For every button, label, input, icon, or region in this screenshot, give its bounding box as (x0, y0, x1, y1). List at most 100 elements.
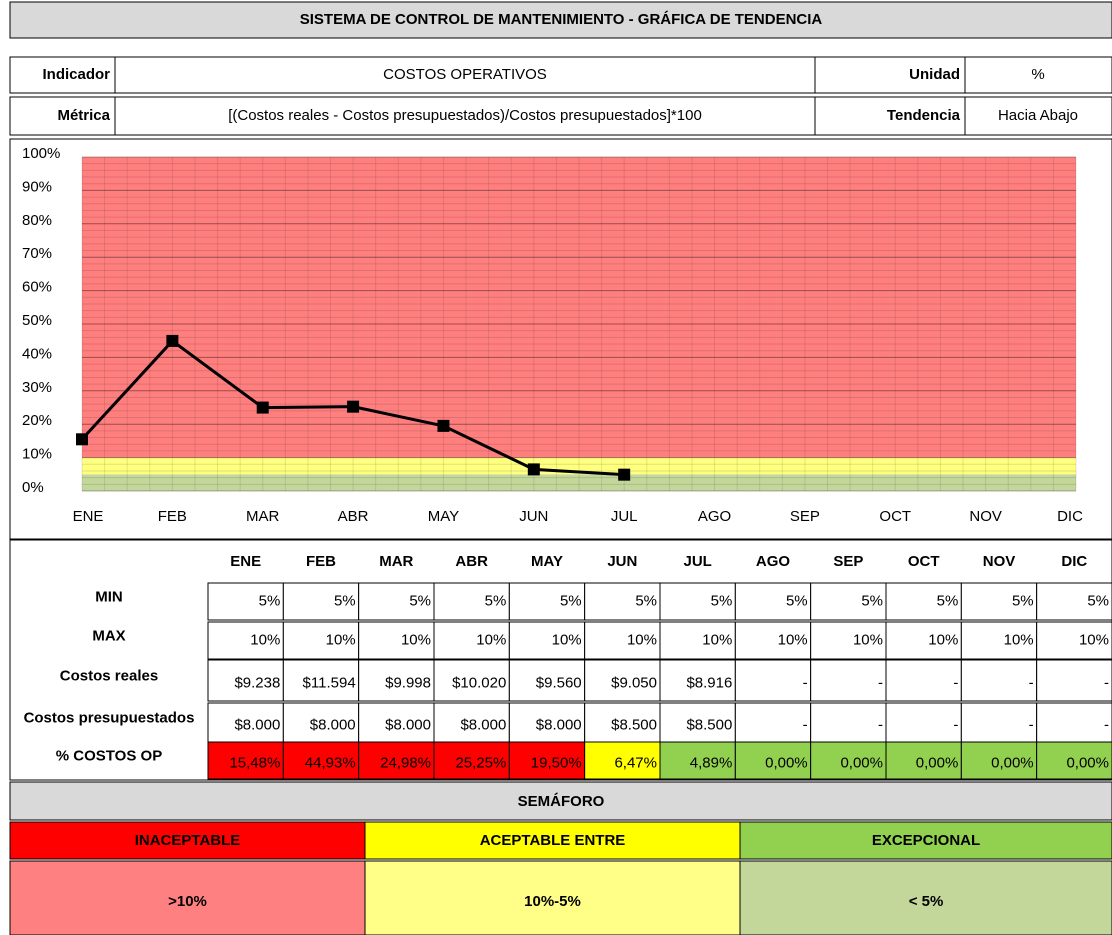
label: 10%-5% (524, 893, 581, 910)
cell-text: $9.998 (385, 674, 431, 691)
cell-text: 10% (250, 631, 280, 648)
y-tick-label: 30% (22, 379, 52, 396)
cell-text: $8.000 (460, 716, 506, 733)
cell-text: $8.500 (686, 716, 732, 733)
cell-text: 24,98% (380, 754, 431, 771)
x-tick-label: NOV (969, 508, 1002, 525)
cell-text: 5% (259, 592, 281, 609)
cell-text: $11.594 (303, 674, 356, 691)
y-tick-label: 80% (22, 212, 52, 229)
cell (207, 741, 284, 780)
title-cell (9, 1, 1112, 39)
cell-text: $8.000 (310, 716, 356, 733)
cell (659, 659, 736, 702)
label: [(Costos reales - Costos presupuestados)… (228, 107, 702, 124)
label: SISTEMA DE CONTROL DE MANTENIMIENTO - GR… (300, 11, 823, 28)
cell (207, 621, 284, 660)
cell-text: 19,50% (531, 754, 582, 771)
cell (508, 659, 586, 702)
label: Unidad (909, 66, 960, 83)
label: MAX (92, 627, 125, 644)
cell (734, 741, 812, 780)
cell-text: 4,89% (690, 754, 733, 771)
cell (1036, 621, 1112, 660)
cell-text: - (953, 674, 958, 691)
cell-text: - (878, 716, 883, 733)
label: JUN (607, 553, 637, 570)
cell (584, 582, 661, 621)
cell-text: - (1104, 674, 1109, 691)
cell-text: 5% (560, 592, 582, 609)
cell (659, 582, 736, 621)
y-tick-label: 70% (22, 245, 52, 262)
cell (1036, 702, 1112, 743)
y-tick-label: 40% (22, 345, 52, 362)
cell-text: 10% (853, 631, 883, 648)
cell-text: $8.000 (385, 716, 431, 733)
cell-text: 10% (1079, 631, 1109, 648)
band (82, 457, 1076, 475)
marker (76, 433, 88, 446)
cell-text: $8.000 (536, 716, 582, 733)
label: INACEPTABLE (135, 832, 241, 849)
cell-text: 0,00% (916, 754, 959, 771)
cell (508, 741, 586, 780)
cell (508, 582, 586, 621)
label: Métrica (57, 107, 110, 124)
cell-text: - (953, 716, 958, 733)
cell-text: 10% (778, 631, 808, 648)
label: SEMÁFORO (518, 793, 605, 810)
marker (347, 400, 360, 413)
cell-text: 5% (1087, 592, 1109, 609)
cell-text: 0,00% (991, 754, 1034, 771)
cell-text: 10% (326, 631, 356, 648)
cell (282, 659, 360, 702)
cell (885, 702, 962, 743)
cell-text: 5% (485, 592, 507, 609)
cell (1036, 741, 1112, 780)
cell (734, 702, 812, 743)
cell-text: 0,00% (840, 754, 883, 771)
y-tick-label: 100% (22, 145, 60, 162)
semaforo-title (9, 781, 1112, 821)
cell-text: 5% (334, 592, 356, 609)
cell-text: $8.916 (686, 674, 732, 691)
label: ABR (455, 553, 488, 570)
label: ENE (230, 553, 261, 570)
cell (659, 621, 736, 660)
x-tick-label: OCT (879, 508, 911, 525)
label: MAR (379, 553, 413, 570)
label: AGO (756, 553, 791, 570)
cell (885, 582, 962, 621)
cell (114, 56, 816, 94)
level-name (9, 821, 366, 860)
cell-text: 44,93% (305, 754, 356, 771)
label: SEP (833, 553, 863, 570)
label: MAY (531, 553, 563, 570)
cell (433, 741, 510, 780)
cell (964, 96, 1112, 136)
y-tick-label: 0% (22, 479, 44, 496)
cell-text: - (803, 716, 808, 733)
cell-text: 5% (635, 592, 657, 609)
cell (433, 582, 510, 621)
marker (618, 468, 631, 481)
cell-text: - (878, 674, 883, 691)
cell (734, 582, 812, 621)
cell (960, 741, 1038, 780)
x-tick-label: DIC (1057, 508, 1083, 525)
band (82, 157, 1076, 458)
cell-text: 15,48% (229, 754, 280, 771)
cell (810, 621, 887, 660)
band (82, 474, 1076, 491)
label: ACEPTABLE ENTRE (480, 832, 626, 849)
cell-text: $8.000 (234, 716, 280, 733)
cell-text: 10% (627, 631, 657, 648)
label: >10% (168, 893, 207, 910)
label: % (1031, 66, 1044, 83)
label: Tendencia (887, 107, 961, 124)
x-tick-label: AGO (698, 508, 731, 525)
marker (256, 401, 269, 414)
cell-text: 5% (937, 592, 959, 609)
cell-text: 5% (1012, 592, 1034, 609)
